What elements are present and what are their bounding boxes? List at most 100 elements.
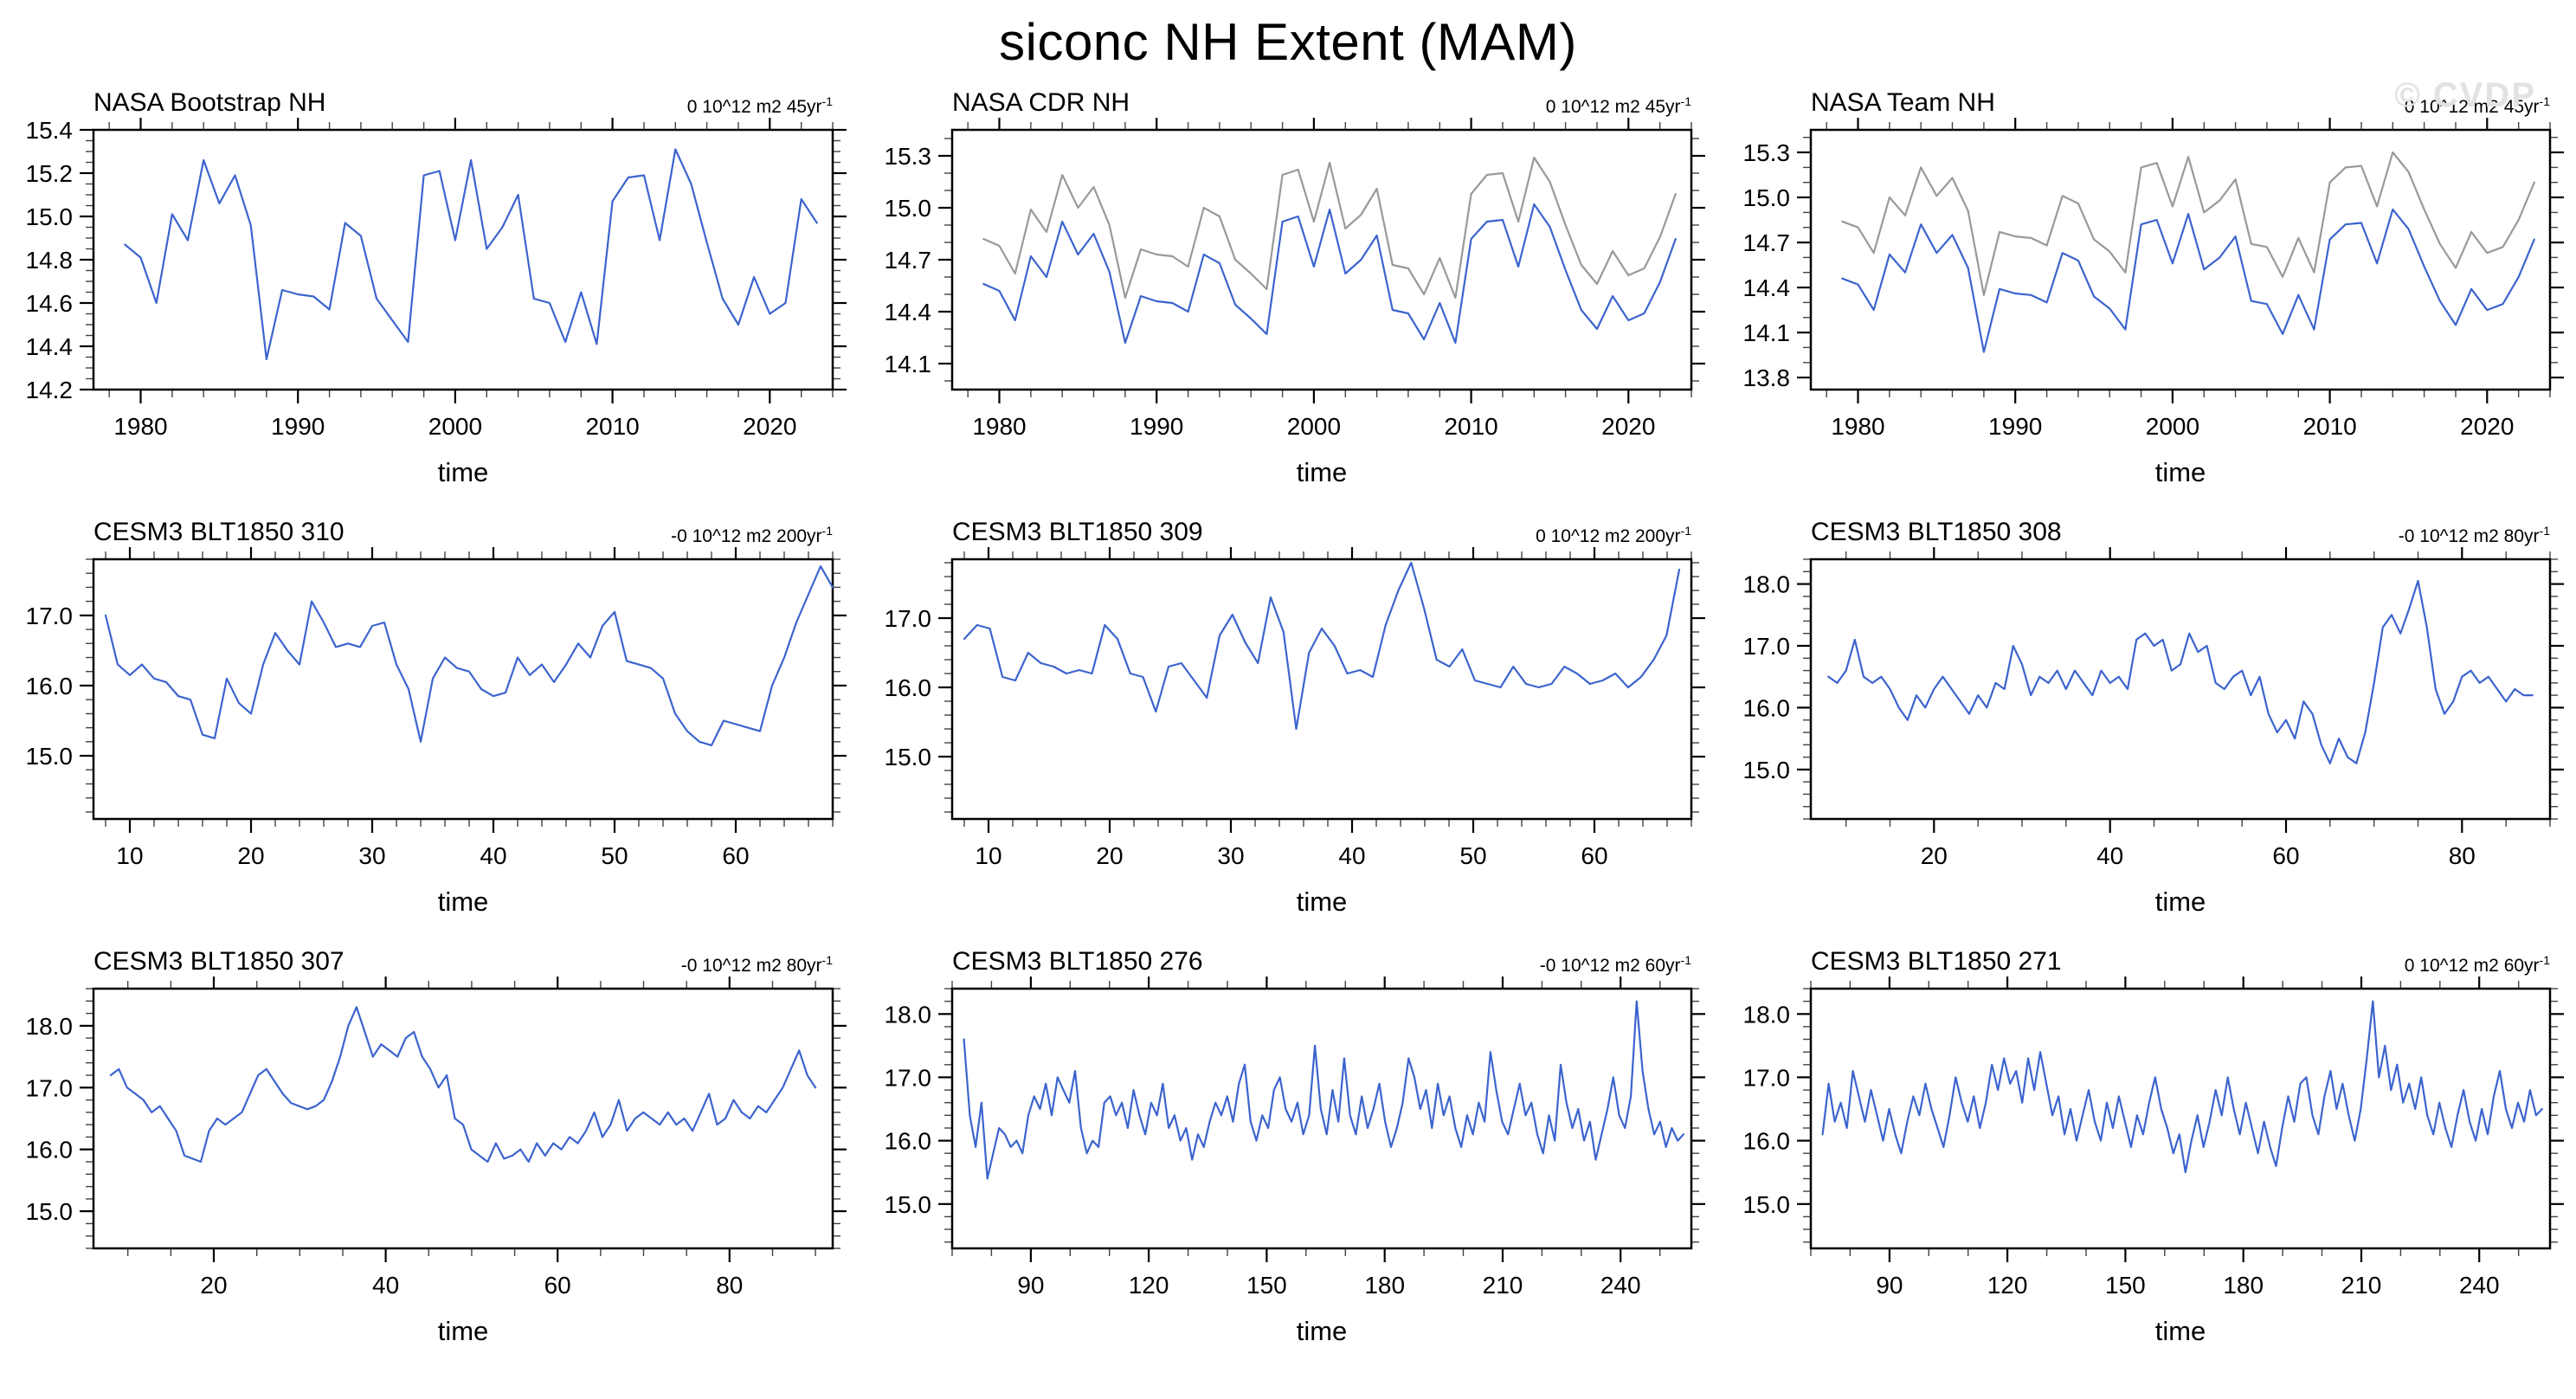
cvdp-watermark: © CVDP bbox=[2394, 76, 2536, 114]
panel-title: CESM3 BLT1850 307 bbox=[93, 947, 345, 976]
svg-text:18.0: 18.0 bbox=[885, 1001, 932, 1028]
panel-header: NASA Bootstrap NH 0 10^12 m2 45yr-1 bbox=[0, 80, 859, 118]
svg-text:14.7: 14.7 bbox=[885, 247, 932, 274]
panel-header: CESM3 BLT1850 271 0 10^12 m2 60yr-1 bbox=[1717, 938, 2576, 977]
panel-header: CESM3 BLT1850 276 -0 10^12 m2 60yr-1 bbox=[859, 938, 1717, 977]
panel-cesm3-blt1850-309: CESM3 BLT1850 309 0 10^12 m2 200yr-1 10 2… bbox=[859, 509, 1717, 935]
svg-text:40: 40 bbox=[480, 842, 506, 869]
svg-text:120: 120 bbox=[1987, 1272, 2028, 1299]
svg-text:2010: 2010 bbox=[585, 413, 639, 440]
svg-text:14.2: 14.2 bbox=[26, 377, 74, 403]
svg-text:17.0: 17.0 bbox=[1743, 633, 1791, 660]
units-text: 0 10^12 m2 200yr bbox=[1536, 526, 1681, 546]
panel-title: CESM3 BLT1850 276 bbox=[952, 947, 1203, 976]
svg-text:14.6: 14.6 bbox=[26, 290, 74, 317]
svg-text:14.1: 14.1 bbox=[1743, 319, 1791, 346]
svg-text:15.0: 15.0 bbox=[885, 744, 932, 770]
svg-text:10: 10 bbox=[116, 842, 143, 869]
svg-text:2000: 2000 bbox=[2146, 413, 2199, 440]
svg-text:time: time bbox=[438, 1316, 489, 1346]
panel-units: 0 10^12 m2 45yr-1 bbox=[2405, 94, 2550, 118]
svg-text:14.7: 14.7 bbox=[1743, 229, 1791, 256]
svg-text:20: 20 bbox=[1096, 842, 1123, 869]
svg-text:18.0: 18.0 bbox=[26, 1013, 74, 1040]
svg-text:2010: 2010 bbox=[1444, 413, 1497, 440]
svg-text:13.8: 13.8 bbox=[1743, 364, 1791, 391]
svg-text:2020: 2020 bbox=[1601, 413, 1655, 440]
units-text: 0 10^12 m2 45yr bbox=[686, 97, 822, 117]
svg-text:17.0: 17.0 bbox=[1743, 1064, 1791, 1091]
svg-text:2020: 2020 bbox=[743, 413, 796, 440]
svg-text:14.8: 14.8 bbox=[26, 247, 74, 274]
svg-text:15.3: 15.3 bbox=[1743, 139, 1791, 166]
svg-text:150: 150 bbox=[1246, 1272, 1287, 1299]
svg-text:15.0: 15.0 bbox=[26, 203, 74, 230]
chart-nasa-bootstrap-nh: 1980 1990 2000 2010 2020 14.2 14.4 14.6 14.8 15.0… bbox=[0, 118, 859, 506]
panel-units: -0 10^12 m2 60yr-1 bbox=[1540, 953, 1691, 977]
svg-text:2000: 2000 bbox=[428, 413, 482, 440]
svg-text:50: 50 bbox=[1459, 842, 1486, 869]
svg-text:60: 60 bbox=[2272, 842, 2299, 869]
svg-text:time: time bbox=[2155, 1316, 2206, 1346]
panel-nasa-team-nh: NASA Team NH 0 10^12 m2 45yr-1 1980 1990 2… bbox=[1717, 80, 2576, 506]
chart-cesm3-blt1850-271: 90 120 150 180 210 240 15.0 16.0 17.0 18.0 time bbox=[1717, 977, 2576, 1364]
panel-grid: NASA Bootstrap NH 0 10^12 m2 45yr-1 1980… bbox=[0, 76, 2576, 1364]
svg-text:time: time bbox=[1297, 1316, 1348, 1346]
svg-text:15.0: 15.0 bbox=[26, 743, 74, 770]
panel-header: CESM3 BLT1850 309 0 10^12 m2 200yr-1 bbox=[859, 509, 1717, 547]
units-text: -0 10^12 m2 80yr bbox=[2398, 526, 2540, 546]
svg-text:210: 210 bbox=[2341, 1272, 2382, 1299]
panel-nasa-bootstrap-nh: NASA Bootstrap NH 0 10^12 m2 45yr-1 1980… bbox=[0, 80, 859, 506]
svg-text:20: 20 bbox=[200, 1272, 227, 1299]
svg-text:240: 240 bbox=[1600, 1272, 1641, 1299]
svg-text:20: 20 bbox=[237, 842, 264, 869]
panel-cesm3-blt1850-307: CESM3 BLT1850 307 -0 10^12 m2 80yr-1 20 4… bbox=[0, 938, 859, 1364]
svg-text:50: 50 bbox=[601, 842, 628, 869]
svg-text:10: 10 bbox=[975, 842, 1001, 869]
svg-text:1980: 1980 bbox=[113, 413, 167, 440]
svg-text:90: 90 bbox=[1876, 1272, 1903, 1299]
svg-text:18.0: 18.0 bbox=[1743, 1001, 1791, 1028]
chart-nasa-team-nh: 1980 1990 2000 2010 2020 13.8 14.1 14.4 14.7 15.0… bbox=[1717, 118, 2576, 506]
panel-header: NASA CDR NH 0 10^12 m2 45yr-1 bbox=[859, 80, 1717, 118]
svg-text:17.0: 17.0 bbox=[885, 605, 932, 632]
svg-text:15.0: 15.0 bbox=[885, 1191, 932, 1218]
svg-text:80: 80 bbox=[2449, 842, 2476, 869]
svg-text:2020: 2020 bbox=[2460, 413, 2514, 440]
panel-units: 0 10^12 m2 45yr-1 bbox=[687, 94, 833, 118]
panel-header: NASA Team NH 0 10^12 m2 45yr-1 bbox=[1717, 80, 2576, 118]
panel-cesm3-blt1850-276: CESM3 BLT1850 276 -0 10^12 m2 60yr-1 90 1… bbox=[859, 938, 1717, 1364]
svg-text:15.0: 15.0 bbox=[885, 195, 932, 222]
svg-text:15.3: 15.3 bbox=[885, 143, 932, 170]
panel-header: CESM3 BLT1850 307 -0 10^12 m2 80yr-1 bbox=[0, 938, 859, 977]
svg-text:16.0: 16.0 bbox=[26, 673, 74, 700]
svg-text:time: time bbox=[2155, 886, 2206, 917]
svg-text:14.1: 14.1 bbox=[885, 351, 932, 377]
units-exponent: -1 bbox=[821, 524, 833, 538]
units-exponent: -1 bbox=[821, 94, 833, 108]
svg-text:2010: 2010 bbox=[2302, 413, 2356, 440]
panel-title: CESM3 BLT1850 271 bbox=[1811, 947, 2062, 976]
svg-text:40: 40 bbox=[1338, 842, 1365, 869]
panel-units: 0 10^12 m2 200yr-1 bbox=[1536, 524, 1691, 547]
svg-text:1990: 1990 bbox=[1130, 413, 1183, 440]
svg-text:180: 180 bbox=[2223, 1272, 2264, 1299]
panel-title: NASA Bootstrap NH bbox=[93, 88, 326, 117]
svg-text:30: 30 bbox=[1217, 842, 1244, 869]
svg-text:16.0: 16.0 bbox=[26, 1137, 74, 1164]
svg-text:1980: 1980 bbox=[972, 413, 1026, 440]
panel-cesm3-blt1850-271: CESM3 BLT1850 271 0 10^12 m2 60yr-1 90 12… bbox=[1717, 938, 2576, 1364]
svg-text:16.0: 16.0 bbox=[885, 674, 932, 701]
svg-text:90: 90 bbox=[1017, 1272, 1044, 1299]
svg-text:15.4: 15.4 bbox=[26, 118, 74, 144]
svg-text:30: 30 bbox=[358, 842, 385, 869]
panel-title: CESM3 BLT1850 308 bbox=[1811, 518, 2062, 546]
chart-cesm3-blt1850-276: 90 120 150 180 210 240 15.0 16.0 17.0 18.0 time bbox=[859, 977, 1717, 1364]
units-text: 0 10^12 m2 45yr bbox=[1545, 97, 1681, 117]
svg-text:80: 80 bbox=[716, 1272, 743, 1299]
svg-text:150: 150 bbox=[2105, 1272, 2146, 1299]
panel-units: -0 10^12 m2 80yr-1 bbox=[2399, 524, 2550, 547]
units-text: -0 10^12 m2 60yr bbox=[1539, 956, 1681, 976]
svg-text:180: 180 bbox=[1364, 1272, 1405, 1299]
